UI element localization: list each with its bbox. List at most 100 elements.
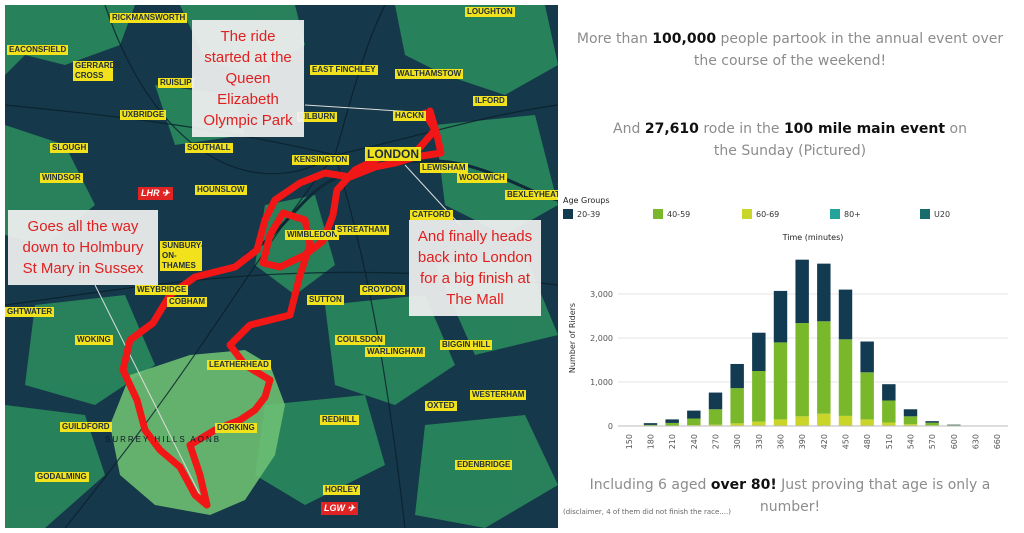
place-label-westerham: WESTERHAM [470, 390, 527, 400]
route-map[interactable]: RICKMANSWORTH LOUGHTON EACONSFIELD GERRA… [5, 5, 558, 528]
bar-270-60-69 [708, 424, 723, 426]
place-label-uxbridge: UXBRIDGE [120, 110, 167, 120]
main-event-mid: rode in the [698, 121, 784, 137]
x-tick-label-390: 390 [798, 434, 807, 449]
x-tick-label-330: 330 [755, 434, 764, 449]
place-label-streatham: STREATHAM [335, 225, 389, 235]
place-label-hackney: HACKN [393, 111, 426, 121]
bar-600-40-59 [947, 425, 961, 426]
place-label-dorking: DORKING [215, 423, 257, 433]
callout-holmbury: Goes all the way down to Holmbury St Mar… [8, 210, 158, 285]
legend-item-40-59: 40-59 [653, 209, 690, 219]
place-label-coulsdon: COULSDON [335, 335, 385, 345]
place-label-edenbridge: EDENBRIDGE [455, 460, 513, 470]
bar-420-60-69 [817, 413, 831, 426]
x-tick-label-420: 420 [820, 434, 829, 449]
x-tick-label-300: 300 [733, 434, 742, 449]
legend-title: Age Groups [563, 196, 610, 205]
y-axis-label: Number of Riders [568, 303, 577, 373]
place-label-london: LONDON [365, 147, 421, 161]
place-label-beaconsfield: EACONSFIELD [7, 45, 69, 55]
over-80-em: over 80! [710, 477, 777, 493]
x-tick-label-540: 540 [907, 434, 916, 449]
bar-360-20-39 [773, 290, 788, 343]
legend-label-20-39: 20-39 [577, 209, 601, 219]
place-label-leatherhead: LEATHERHEAD [207, 360, 271, 370]
bar-570-40-59 [925, 422, 939, 426]
participants-statement: More than 100,000 people partook in the … [565, 28, 1015, 72]
bar-510-20-39 [882, 384, 896, 401]
bar-540-40-59 [903, 416, 918, 425]
place-label-wimbledon: WIMBLEDON [285, 230, 340, 240]
bar-450-40-59 [838, 339, 853, 416]
airport-badge-lhr: LHR ✈ [138, 187, 173, 200]
over-80-statement: Including 6 aged over 80! Just proving t… [565, 474, 1015, 518]
x-tick-label-660: 660 [993, 434, 1002, 449]
bar-330-40-59 [752, 371, 766, 422]
bar-390-60-69 [795, 416, 809, 426]
place-label-horley: HORLEY [323, 485, 361, 495]
finish-time-chart: Time (minutes) 0 1,000 2,000 3,000 Number of … [568, 233, 1008, 449]
legend-swatch-u20 [920, 209, 930, 219]
place-label-ilford: ILFORD [473, 96, 507, 106]
chart-title: Time (minutes) [782, 233, 844, 242]
place-label-kilburn: KILBURN [297, 112, 337, 122]
bar-540-20-39 [903, 409, 918, 417]
surrey-hills-label: SURREY HILLS AONB [105, 435, 222, 444]
place-label-redhill: REDHILL [320, 415, 359, 425]
bar-330-60-69 [752, 421, 766, 426]
place-label-oxted: OXTED [425, 401, 457, 411]
legend-label-u20: U20 [934, 209, 951, 219]
place-label-catford: CATFORD [410, 210, 453, 220]
place-label-kensington: KENSINGTON [292, 155, 350, 165]
bar-180-40-59 [643, 424, 658, 426]
bar-270-40-59 [708, 409, 723, 425]
bar-360-40-59 [773, 342, 788, 420]
legend-item-20-39: 20-39 [563, 209, 600, 219]
place-label-cobham: COBHAM [167, 297, 207, 307]
legend-label-80-plus: 80+ [844, 209, 861, 219]
place-label-southall: SOUTHALL [185, 143, 233, 153]
place-label-woolwich: WOOLWICH [457, 173, 507, 183]
place-label-croydon: CROYDON [360, 285, 405, 295]
place-label-warlingham: WARLINGHAM [365, 347, 425, 357]
legend-swatch-20-39 [563, 209, 573, 219]
legend-swatch-40-59 [653, 209, 663, 219]
place-label-godalming: GODALMING [35, 472, 89, 482]
x-tick-label-630: 630 [972, 434, 981, 449]
bar-300-60-69 [730, 423, 744, 426]
bar-210-20-39 [665, 419, 679, 423]
legend-item-60-69: 60-69 [742, 209, 779, 219]
main-event-name: 100 mile main event [783, 121, 946, 137]
x-tick-label-270: 270 [712, 434, 721, 449]
bar-390-20-39 [795, 259, 809, 324]
over-80-post: Just proving that age is only a number! [759, 477, 991, 515]
bar-510-60-69 [882, 422, 896, 426]
place-label-guildford: GUILDFORD [60, 422, 112, 432]
x-tick-label-450: 450 [842, 434, 851, 449]
x-tick-label-480: 480 [863, 434, 872, 449]
participants-post: people partook in the annual event over … [693, 31, 1004, 69]
bar-480-20-39 [860, 341, 874, 373]
x-tick-label-150: 150 [625, 434, 634, 449]
bar-420-40-59 [817, 321, 831, 414]
bar-180-20-39 [643, 423, 658, 425]
x-tick-label-600: 600 [950, 434, 959, 449]
bar-210-40-59 [665, 422, 679, 426]
bar-390-40-59 [795, 323, 809, 417]
disclaimer: (disclaimer, 4 of them did not finish th… [563, 508, 731, 516]
place-label-slough: SLOUGH [50, 143, 89, 153]
x-tick-label-210: 210 [668, 434, 677, 449]
place-label-walthamstow: WALTHAMSTOW [395, 69, 464, 79]
place-label-ruislip: RUISLIP [158, 78, 194, 88]
place-label-loughton: LOUGHTON [465, 7, 515, 17]
bar-300-20-39 [730, 363, 744, 389]
place-label-woking: WOKING [75, 335, 113, 345]
legend-swatch-80-plus [830, 209, 840, 219]
bar-510-40-59 [882, 400, 896, 423]
place-label-sutton: SUTTON [307, 295, 344, 305]
place-label-lewisham: LEWISHAM [420, 163, 468, 173]
legend-item-80-plus: 80+ [830, 209, 861, 219]
bar-540-60-69 [903, 424, 918, 426]
bar-270-20-39 [708, 392, 723, 410]
